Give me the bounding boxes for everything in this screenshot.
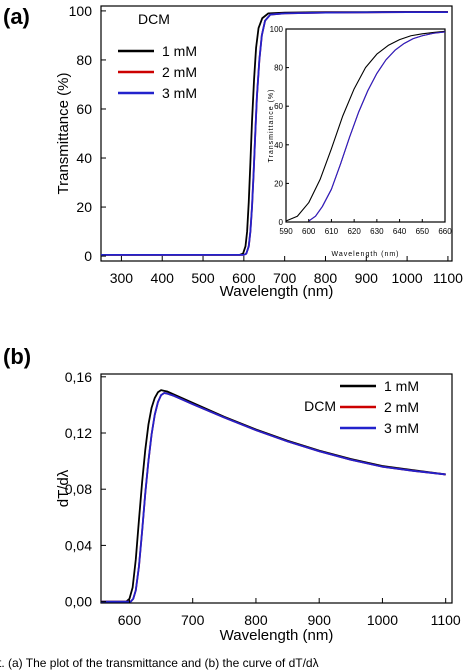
y-tick-label: 20 [274, 179, 283, 188]
y-axis-title: Transmittance (%) [55, 73, 72, 195]
plot-frame [285, 28, 446, 223]
x-tick-label: 600 [302, 227, 316, 236]
plot-frame [100, 373, 453, 604]
x-tick-label: 1100 [433, 270, 463, 286]
x-tick-label: 700 [273, 270, 297, 286]
x-tick-label: 590 [279, 227, 293, 236]
y-tick-label: 0,04 [65, 537, 92, 553]
y-tick-label: 0,08 [65, 481, 92, 497]
x-tick-label: 640 [393, 227, 407, 236]
x-tick-label: 620 [347, 227, 361, 236]
series-line-3-mm [101, 392, 446, 603]
y-tick-label: 0,12 [65, 425, 92, 441]
charts: 300 400 500 600 700 800 900 1000 110002040608010… [55, 3, 463, 644]
legend-label-2-mm: 2 mM [384, 399, 419, 415]
x-tick-label: 500 [191, 270, 215, 286]
x-tick-label: 700 [181, 612, 205, 628]
y-tick-label: 0,16 [65, 369, 92, 385]
x-tick-label: 1000 [392, 270, 423, 286]
x-tick-label: 900 [355, 270, 379, 286]
y-axis-title: Transmittance (%) [268, 89, 275, 163]
x-tick-label: 600 [118, 612, 142, 628]
x-tick-label: 400 [151, 270, 175, 286]
chart-a-inset: 590 600 610 620 630 640 650 660 0 20 40 60 80 100 Wave… [268, 25, 452, 258]
x-tick-label: 300 [110, 270, 134, 286]
y-tick-label: 40 [274, 141, 283, 150]
x-axis-title: Wavelength (nm) [220, 283, 334, 300]
y-tick-label: 0 [279, 218, 284, 227]
chart-b-main: 600 700 800 900 1000 1100 0,00 0,04 0,08 0,12 0,16… [55, 369, 461, 644]
y-tick-label: 40 [76, 150, 92, 166]
x-tick-label: 660 [438, 227, 452, 236]
x-tick-label: 1000 [367, 612, 398, 628]
y-tick-label: 100 [270, 25, 284, 34]
y-tick-label: 20 [76, 199, 92, 215]
series-line-3-mm [101, 11, 448, 256]
series-line-3-mm [308, 31, 446, 222]
legend-label-1-mm: 1 mM [162, 43, 197, 59]
caption: t. (a) The plot of the transmittance and… [0, 656, 319, 670]
x-tick-label: 800 [244, 612, 268, 628]
legend-label-1-mm: 1 mM [384, 378, 419, 394]
x-tick-label: 600 [232, 270, 256, 286]
x-tick-label: 610 [325, 227, 339, 236]
x-tick-label: 900 [308, 612, 332, 628]
series-line-1-mm [285, 30, 446, 222]
x-axis-title: Wavelength (nm) [331, 251, 399, 258]
legend-label-3-mm: 3 mM [162, 85, 197, 101]
x-tick-label: 630 [370, 227, 384, 236]
y-tick-label: 0,00 [65, 594, 92, 610]
x-tick-label: 1100 [431, 612, 461, 628]
annotation-label: DCM [304, 398, 336, 414]
legend-label-3-mm: 3 mM [384, 420, 419, 436]
x-tick-label: 650 [416, 227, 430, 236]
legend-label-2-mm: 2 mM [162, 64, 197, 80]
y-tick-label: 0 [84, 248, 92, 264]
annotation-label: DCM [138, 11, 170, 27]
y-tick-label: 80 [274, 64, 283, 73]
panel-label-b: (b) [3, 344, 31, 369]
y-tick-label: 60 [76, 101, 92, 117]
y-tick-label: 80 [76, 52, 92, 68]
y-tick-label: 60 [274, 102, 283, 111]
panel-label-a: (a) [3, 4, 30, 29]
x-axis-title: Wavelength (nm) [220, 627, 334, 644]
y-axis-title: dT/dλ [55, 469, 72, 507]
x-tick-label: 800 [314, 270, 338, 286]
y-tick-label: 100 [69, 3, 93, 19]
